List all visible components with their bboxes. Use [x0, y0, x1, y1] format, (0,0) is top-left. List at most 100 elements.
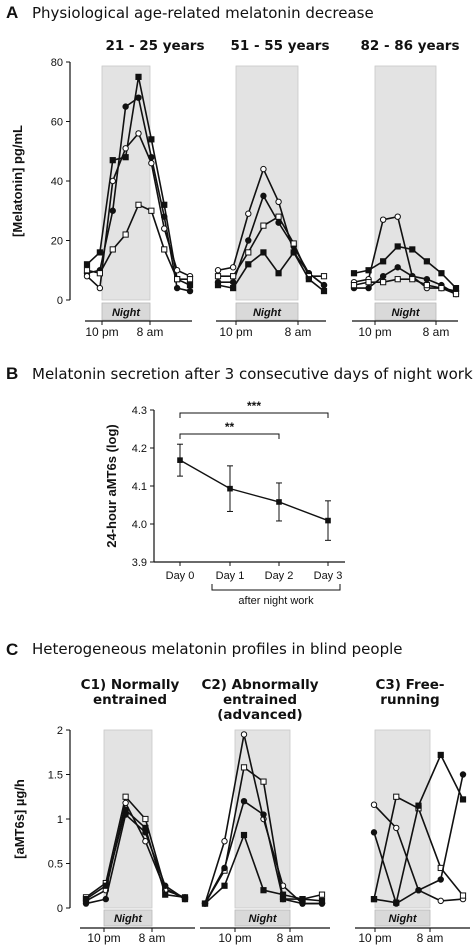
x-tick-label: Day 1: [216, 570, 245, 582]
panel-c-group-2: Night 10 pm 8 am: [200, 729, 330, 945]
x-tick-label: 10 pm: [218, 931, 251, 945]
mean-line: [179, 459, 329, 522]
panel-a-group-1: Night 10 pm 8 am: [83, 65, 194, 339]
data-point: [177, 457, 183, 463]
panel-c-series-1-4-point: [82, 900, 90, 907]
panel-c-series-3-4-point: [415, 802, 422, 809]
significance-bracket: [179, 412, 329, 418]
panel-a-series-2-2-point: [229, 278, 237, 286]
panel-c-group-3: Night 10 pm 8 am: [355, 729, 470, 945]
significance-label: **: [225, 420, 235, 434]
panel-c-group-1: Night 10 pm 8 am: [80, 729, 195, 945]
x-tick-label: Day 0: [166, 570, 195, 582]
night-bar: [103, 909, 153, 927]
x-tick-label: 10 pm: [358, 325, 391, 339]
panel-a-series-2-4-point: [275, 270, 282, 277]
panel-a-series-3-2-point: [438, 270, 445, 277]
panel-a-series-1-4-point: [135, 201, 142, 208]
night-shading: [103, 729, 153, 909]
panel-a-series-3-2-point: [452, 285, 460, 292]
panel-c-series-3-4-point: [437, 751, 444, 759]
panel-c-series-1-4-point: [122, 811, 129, 818]
panel-a-series-3-2-point: [350, 270, 358, 277]
panel-c-series-2-4-point: [201, 900, 209, 907]
night-label: Night: [253, 307, 282, 319]
panel-c-series-1-3-line: [85, 808, 186, 900]
night-bar: [234, 909, 291, 927]
y-tick-label: 1.5: [48, 770, 63, 782]
night-bar: [101, 302, 151, 321]
panel-c-series-3-2-point: [459, 892, 467, 899]
panel-a-series-3-3-point: [365, 284, 372, 292]
panel-c-series-2-4-point: [221, 882, 228, 889]
panel-a-series-1-2-point: [135, 94, 142, 101]
panel-c-series-3-3-point: [459, 771, 467, 778]
panel-c-series-3-4-point: [370, 896, 378, 903]
panel-a-series-1-4-point: [109, 246, 116, 253]
panel-a-series-3-4-point: [409, 276, 416, 283]
night-bar: [235, 302, 299, 321]
x-tick-label: 10 pm: [85, 325, 118, 339]
panel-c-series-3-4-point: [393, 899, 400, 906]
panel-c-series-3-1-point: [437, 897, 444, 905]
panel-a-series-3-4-point: [350, 282, 358, 289]
panel-c-series-2-1-point: [221, 838, 228, 845]
panel-a-series-1-1-point: [109, 157, 116, 164]
panel-a-series-1-2-point: [186, 287, 194, 295]
y-tick-label: 0: [57, 295, 63, 307]
panel-c-series-2-2-point: [318, 891, 326, 898]
panel-c-series-1-4-point: [142, 829, 149, 836]
panel-a-series-1-1-point: [96, 249, 103, 256]
y-tick-label: 20: [51, 236, 63, 248]
panel-a-series-1-2-point: [109, 207, 116, 214]
panel-c-series-3-2-point: [393, 793, 400, 800]
panel-c-series-1-4-point: [181, 895, 189, 903]
panel-a-series-2-1-point: [245, 210, 252, 217]
panel-a-series-1-4-point: [122, 231, 129, 238]
x-tick-label: 8 am: [139, 931, 166, 945]
x-tick-label: 8 am: [417, 931, 444, 945]
night-label: Night: [114, 913, 143, 925]
y-tick-label: 2: [57, 725, 63, 737]
panel-a-series-2-2-point: [245, 237, 252, 244]
panel-c-series-3-4-point: [459, 796, 467, 803]
panel-a-series-3-2-point: [423, 258, 430, 265]
y-tick-label: 40: [51, 176, 63, 188]
panel-b-chart: 3.9 4.0 4.1 4.2 4.3 24-hour aMT6s (log) Day 0 D…: [104, 399, 345, 607]
panel-a-series-2-4-point: [260, 249, 267, 256]
panel-a-series-2-3-line: [218, 215, 324, 278]
panel-a-series-2-4-point: [230, 285, 237, 292]
panel-c-series-1-1-point: [142, 815, 149, 823]
panel-a-series-2-3-point: [290, 240, 297, 247]
x-tick-label: 8 am: [423, 325, 450, 339]
panel-a-series-1-4-point: [161, 246, 168, 253]
panel-a-series-2-3-point: [245, 249, 252, 256]
panel-a-series-2-3-point: [230, 273, 237, 280]
panel-a-series-3-3-point: [379, 273, 387, 280]
night-shading: [374, 65, 437, 301]
x-tick-label: 8 am: [285, 325, 312, 339]
night-label: Night: [248, 913, 277, 925]
panel-a-series-1-4-point: [186, 276, 194, 283]
panel-a-series-2-4-line: [217, 250, 325, 292]
y-tick-label: 1: [57, 814, 63, 826]
panel-a-series-1-2-point: [173, 284, 181, 292]
y-tick-label: 0: [57, 903, 63, 915]
panel-c-letter: C: [6, 640, 19, 659]
panel-a-series-3-4-point: [380, 279, 387, 286]
significance-bracket: [179, 433, 280, 439]
panel-a-series-1-3-point: [122, 145, 129, 152]
x-tick-label: 10 pm: [87, 931, 120, 945]
y-tick-label: 60: [51, 117, 63, 129]
panel-a-group-2-title: 51 - 55 years: [230, 38, 330, 54]
panel-a-series-3-1-point: [394, 213, 401, 220]
panel-c-series-2-2-point: [260, 778, 267, 785]
panel-a-series-2-4-point: [320, 287, 328, 295]
y-tick-label: 4.1: [132, 481, 147, 493]
panel-a-series-2-1-point: [260, 165, 267, 173]
panel-a-series-1-3-point: [135, 130, 142, 137]
panel-c-series-3-3-point: [415, 887, 422, 894]
